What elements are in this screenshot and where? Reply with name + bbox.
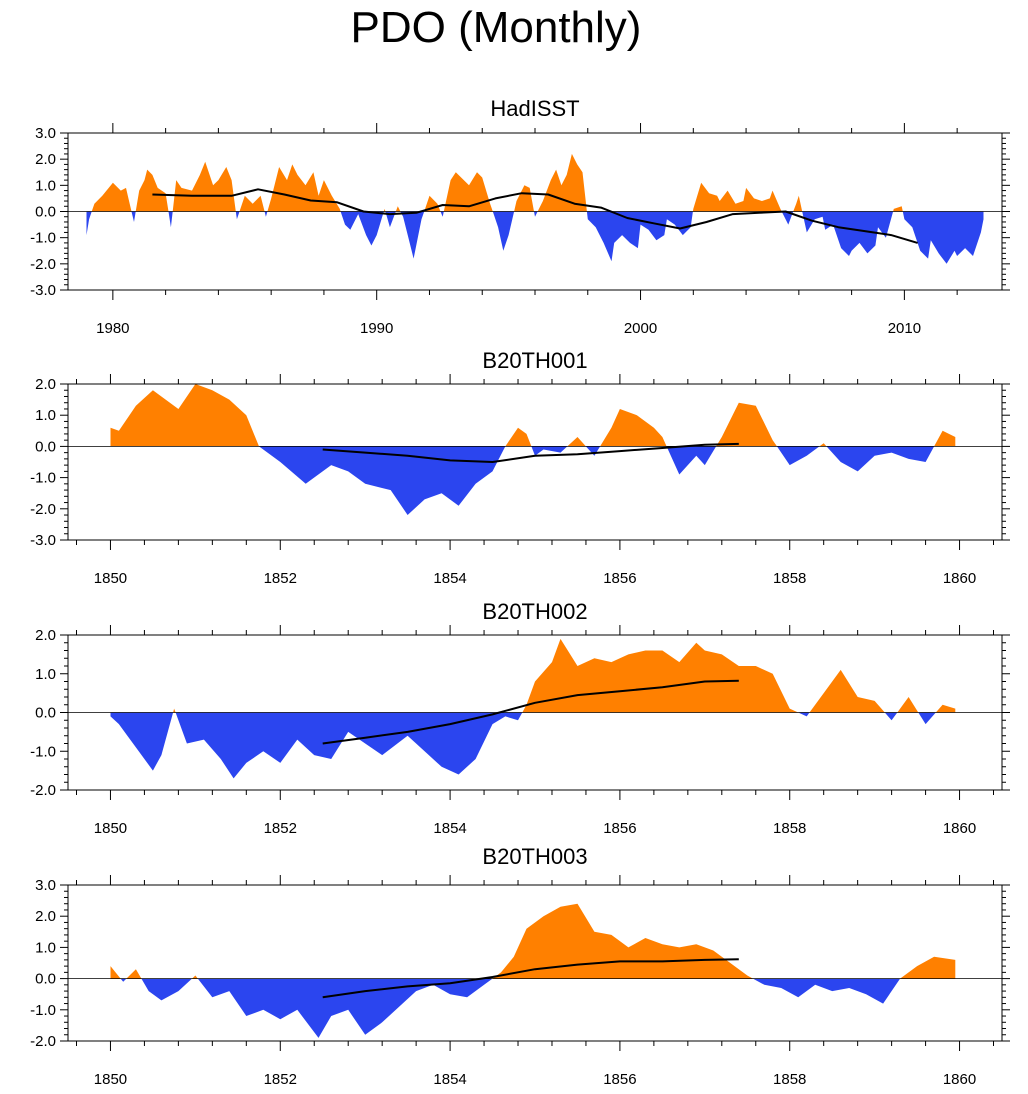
y-tick-label: 0.0 xyxy=(35,971,56,988)
x-tick-label: 1850 xyxy=(94,1071,127,1088)
positive-area xyxy=(110,903,956,979)
x-tick-label: 1860 xyxy=(943,570,976,587)
x-tick-label: 1854 xyxy=(433,1071,466,1088)
running-mean-line xyxy=(322,958,739,999)
x-tick-label: 1854 xyxy=(433,570,466,587)
y-tick-label: 2.0 xyxy=(35,376,56,393)
panel-title: B20TH002 xyxy=(482,599,587,624)
x-tick-label: 2010 xyxy=(888,320,921,337)
y-tick-label: 0.0 xyxy=(35,204,56,221)
x-tick-label: 2000 xyxy=(624,320,657,337)
x-tick-label: 1980 xyxy=(96,320,129,337)
y-tick-label: -2.0 xyxy=(30,501,56,518)
y-tick-label: 2.0 xyxy=(35,908,56,925)
panel-b20th001: B20TH001 -3.0 -2.0 -1.0 0.0 1.0 2.0 1850 1852 18… xyxy=(30,348,1010,587)
y-tick-label: -1.0 xyxy=(30,230,56,247)
positive-area xyxy=(110,638,956,713)
y-tick-label: 1.0 xyxy=(35,407,56,424)
figure-title: PDO (Monthly) xyxy=(351,3,642,52)
y-tick-label: 1.0 xyxy=(35,177,56,194)
running-mean-line xyxy=(322,442,739,463)
x-tick-label: 1852 xyxy=(264,820,297,837)
y-tick-label: -1.0 xyxy=(30,743,56,760)
y-tick-label: 0.0 xyxy=(35,438,56,455)
panel-title: HadISST xyxy=(490,96,579,121)
y-tick-label: -2.0 xyxy=(30,782,56,799)
x-tick-label: 1990 xyxy=(360,320,393,337)
x-tick-label: 1858 xyxy=(773,1071,806,1088)
plot-frame xyxy=(67,884,1003,1042)
x-tick-label: 1850 xyxy=(94,570,127,587)
panel-hadisst: HadISST -3.0 -2.0 -1.0 0.0 1.0 2.0 3.0 1980 1990… xyxy=(30,96,1010,337)
x-tick-label: 1856 xyxy=(603,1071,636,1088)
x-tick-label: 1852 xyxy=(264,570,297,587)
x-tick-label: 1858 xyxy=(773,570,806,587)
y-tick-label: -1.0 xyxy=(30,1002,56,1019)
y-tick-label: 3.0 xyxy=(35,125,56,142)
y-tick-label: -3.0 xyxy=(30,282,56,299)
y-tick-label: 0.0 xyxy=(35,705,56,722)
negative-area xyxy=(110,712,956,779)
x-tick-label: 1860 xyxy=(943,820,976,837)
positive-area xyxy=(86,153,984,212)
x-tick-label: 1854 xyxy=(433,820,466,837)
y-tick-label: -2.0 xyxy=(30,256,56,273)
x-tick-label: 1858 xyxy=(773,820,806,837)
y-tick-label: 2.0 xyxy=(35,627,56,644)
negative-area xyxy=(110,446,956,515)
x-tick-label: 1856 xyxy=(603,820,636,837)
positive-area xyxy=(110,384,956,447)
negative-area xyxy=(86,211,984,264)
y-tick-label: -3.0 xyxy=(30,532,56,549)
y-tick-label: -2.0 xyxy=(30,1033,56,1050)
panel-title: B20TH003 xyxy=(482,844,587,869)
plot-frame xyxy=(67,383,1003,541)
y-tick-label: 2.0 xyxy=(35,151,56,168)
x-tick-label: 1856 xyxy=(603,570,636,587)
running-mean-line xyxy=(322,679,739,745)
x-tick-label: 1850 xyxy=(94,820,127,837)
panel-title: B20TH001 xyxy=(482,348,587,373)
x-tick-label: 1852 xyxy=(264,1071,297,1088)
running-mean-line xyxy=(152,188,918,244)
y-tick-label: -1.0 xyxy=(30,470,56,487)
negative-area xyxy=(110,978,956,1038)
x-tick-label: 1860 xyxy=(943,1071,976,1088)
panel-b20th002: B20TH002 -2.0 -1.0 0.0 1.0 2.0 1850 1852 1854 18… xyxy=(30,599,1010,837)
panel-b20th003: B20TH003 -2.0 -1.0 0.0 1.0 2.0 3.0 1850 1852 185… xyxy=(30,844,1010,1088)
y-tick-label: 3.0 xyxy=(35,877,56,894)
y-tick-label: 1.0 xyxy=(35,939,56,956)
y-tick-label: 1.0 xyxy=(35,666,56,683)
